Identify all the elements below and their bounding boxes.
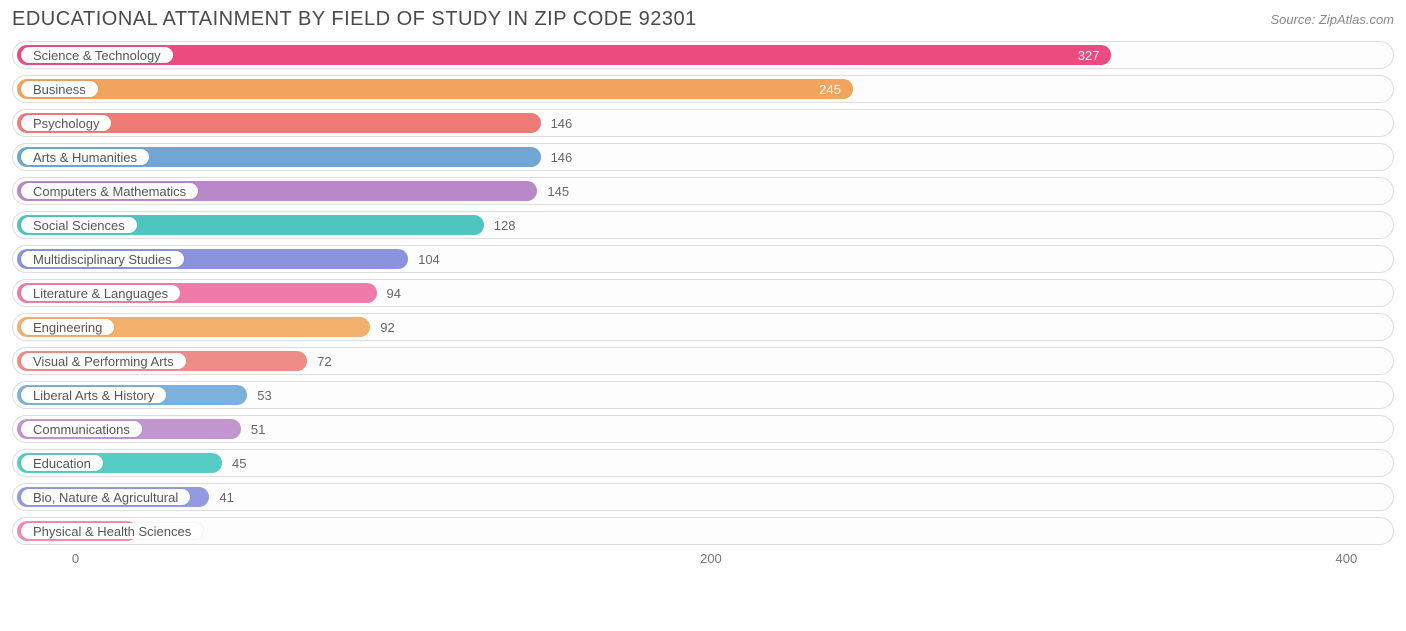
bar-label-pill: Arts & Humanities [21, 149, 149, 165]
bar-label-pill: Visual & Performing Arts [21, 353, 186, 369]
bar-value: 41 [209, 487, 233, 507]
chart-source: Source: ZipAtlas.com [1270, 8, 1394, 27]
bar-fill [17, 45, 1111, 65]
x-axis: 0 200 400 [12, 551, 1394, 575]
bar-label-pill: Physical & Health Sciences [21, 523, 203, 539]
x-axis-tick: 0 [72, 551, 79, 566]
bar-label-pill: Multidisciplinary Studies [21, 251, 184, 267]
bar-row: 146 Psychology [12, 109, 1394, 137]
bar-label-pill: Psychology [21, 115, 111, 131]
bar-row: 45 Education [12, 449, 1394, 477]
bar-label-pill: Science & Technology [21, 47, 173, 63]
bar-label-pill: Communications [21, 421, 142, 437]
x-axis-tick: 200 [700, 551, 722, 566]
bar-value: 146 [541, 147, 573, 167]
bar-row: 94 Literature & Languages [12, 279, 1394, 307]
bar-label-pill: Social Sciences [21, 217, 137, 233]
bar-row: 245 Business [12, 75, 1394, 103]
bar-row: 145 Computers & Mathematics [12, 177, 1394, 205]
bar-value: 53 [247, 385, 271, 405]
bar-value: 94 [377, 283, 401, 303]
bar-value: 245 [819, 79, 853, 99]
bar-value: 45 [222, 453, 246, 473]
bar-row: 327 Science & Technology [12, 41, 1394, 69]
bar-value: 146 [541, 113, 573, 133]
bar-label-pill: Education [21, 455, 103, 471]
bar-value: 92 [370, 317, 394, 337]
bar-fill [17, 79, 853, 99]
bar-value: 128 [484, 215, 516, 235]
bar-row: 92 Engineering [12, 313, 1394, 341]
bar-row: 51 Communications [12, 415, 1394, 443]
bar-row: 18Physical & Health Sciences [12, 517, 1394, 545]
bar-row: 53 Liberal Arts & History [12, 381, 1394, 409]
bar-label-pill: Engineering [21, 319, 114, 335]
chart-title: EDUCATIONAL ATTAINMENT BY FIELD OF STUDY… [12, 8, 697, 31]
bar-row: 72 Visual & Performing Arts [12, 347, 1394, 375]
x-axis-tick: 400 [1335, 551, 1357, 566]
bar-label-pill: Literature & Languages [21, 285, 180, 301]
bar-value: 72 [307, 351, 331, 371]
bar-label-pill: Liberal Arts & History [21, 387, 166, 403]
bar-value: 145 [537, 181, 569, 201]
bar-value: 327 [1078, 45, 1112, 65]
bar-label-pill: Computers & Mathematics [21, 183, 198, 199]
bar-row: 146 Arts & Humanities [12, 143, 1394, 171]
bar-label-pill: Bio, Nature & Agricultural [21, 489, 190, 505]
bar-label-pill: Business [21, 81, 98, 97]
bar-row: 41 Bio, Nature & Agricultural [12, 483, 1394, 511]
bar-chart: 327 Science & Technology 245 Business 146 Psy… [12, 41, 1394, 545]
bar-value: 104 [408, 249, 440, 269]
bar-value: 51 [241, 419, 265, 439]
chart-header: EDUCATIONAL ATTAINMENT BY FIELD OF STUDY… [12, 8, 1394, 31]
bar-row: 128 Social Sciences [12, 211, 1394, 239]
bar-row: 104 Multidisciplinary Studies [12, 245, 1394, 273]
